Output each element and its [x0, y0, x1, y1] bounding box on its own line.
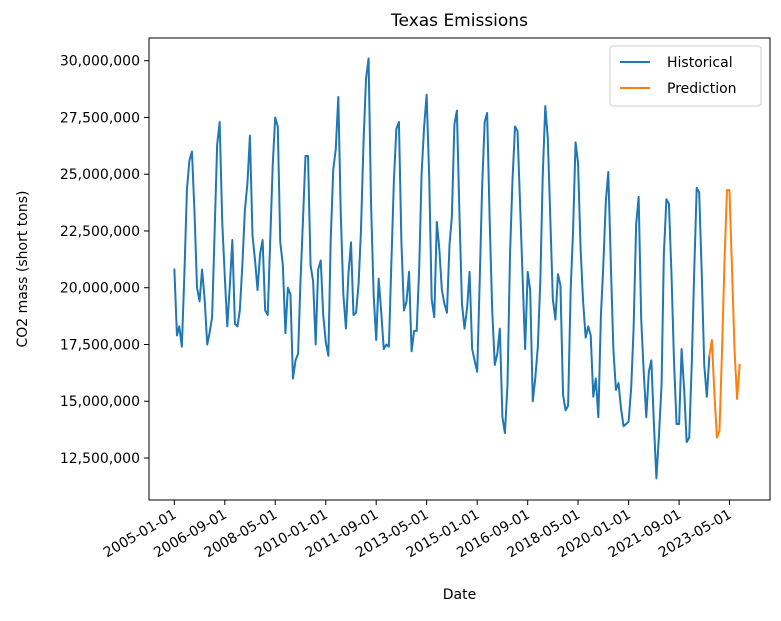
legend: Historical Prediction — [609, 45, 762, 107]
y-axis-ticks: 12,500,000 15,000,000 17,500,000 20,000,000… — [60, 54, 149, 467]
y-tick-label: 30,000,000 — [60, 54, 140, 70]
series-line-prediction — [708, 189, 741, 439]
x-axis-label: Date — [443, 587, 476, 603]
y-tick-label: 15,000,000 — [60, 394, 140, 410]
y-tick-label: 22,500,000 — [60, 224, 140, 240]
series-line-historical — [173, 57, 711, 480]
axes-layer — [148, 37, 771, 501]
y-tick-label: 20,000,000 — [60, 281, 140, 297]
y-axis-label: CO2 mass (short tons) — [15, 191, 31, 348]
y-tick-label: 27,500,000 — [60, 110, 140, 126]
y-tick-label: 17,500,000 — [60, 337, 140, 353]
axes-frame — [148, 37, 771, 501]
plot-background — [149, 38, 770, 500]
legend-label-prediction: Prediction — [667, 81, 737, 97]
y-tick-label: 12,500,000 — [60, 451, 140, 467]
y-tick-label: 25,000,000 — [60, 167, 140, 183]
series-layer — [173, 57, 741, 480]
legend-label-historical: Historical — [667, 55, 733, 71]
chart-title: Texas Emissions — [390, 11, 528, 31]
plot-area — [149, 38, 770, 500]
